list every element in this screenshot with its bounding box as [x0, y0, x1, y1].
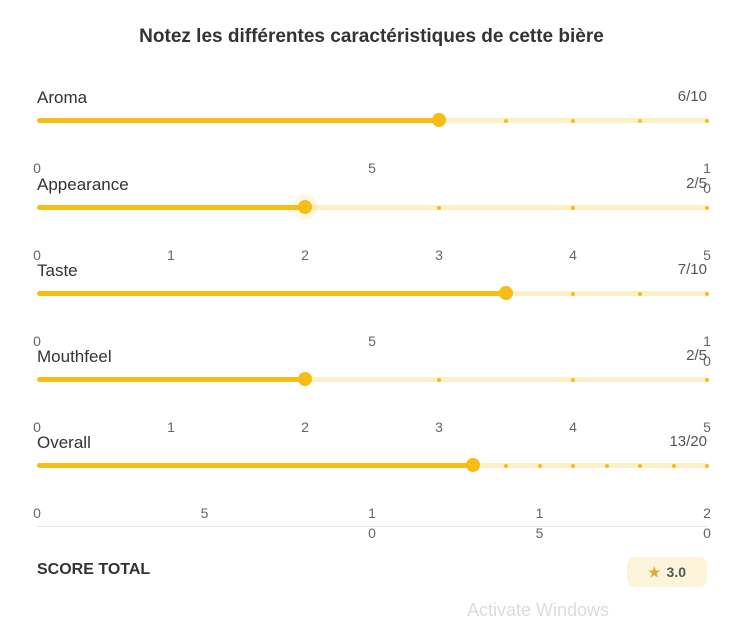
- tick-label: 2: [301, 247, 309, 263]
- slider-value: 13/20: [669, 433, 707, 450]
- score-badge: ★ 3.0: [627, 557, 707, 587]
- step-dot[interactable]: [504, 118, 508, 123]
- tick-label: 3: [435, 419, 443, 435]
- slider-track[interactable]: 0 1 2 3 4 5: [33, 200, 711, 263]
- tick-label: 1: [167, 419, 175, 435]
- slider-label: Mouthfeel: [37, 347, 112, 366]
- slider-label: Aroma: [37, 88, 88, 107]
- slider-track[interactable]: 0 5 10: [33, 286, 711, 369]
- step-dot[interactable]: [638, 463, 642, 468]
- tick-label: 20: [703, 505, 711, 541]
- tick-label: 5: [703, 247, 711, 263]
- slider-fill: [37, 463, 473, 468]
- step-dot[interactable]: [571, 291, 575, 296]
- step-dot[interactable]: [638, 291, 642, 296]
- step-dot[interactable]: [705, 377, 709, 382]
- tick-label: 10: [703, 333, 711, 369]
- tick-label: 1: [167, 247, 175, 263]
- tick-label: 3: [435, 247, 443, 263]
- step-dot[interactable]: [537, 463, 542, 468]
- tick-label: 5: [368, 160, 376, 176]
- step-dot[interactable]: [705, 463, 709, 468]
- page-title: Notez les différentes caractéristiques d…: [139, 26, 604, 47]
- slider-appearance: Appearance 2/5 0 1 2 3 4 5: [0, 175, 735, 267]
- tick-label: 4: [569, 247, 577, 263]
- step-dot[interactable]: [571, 118, 575, 123]
- slider-value: 2/5: [686, 347, 707, 364]
- tick-label: 10: [368, 505, 376, 541]
- step-dot[interactable]: [571, 205, 575, 210]
- divider: [37, 526, 707, 527]
- tick-label: 0: [33, 419, 41, 435]
- score-total-label: SCORE TOTAL: [37, 561, 151, 578]
- tick-label: 10: [703, 160, 711, 196]
- step-dot[interactable]: [571, 377, 575, 382]
- slider-value: 2/5: [686, 175, 707, 192]
- slider-thumb[interactable]: [465, 458, 480, 472]
- step-dot[interactable]: [604, 463, 609, 468]
- step-dot[interactable]: [437, 205, 441, 210]
- slider-fill: [37, 118, 439, 123]
- activate-windows-watermark: Activate Windows: [467, 600, 610, 620]
- slider-fill: [37, 205, 305, 210]
- step-dot[interactable]: [671, 463, 676, 468]
- step-dot[interactable]: [437, 377, 441, 382]
- slider-label: Overall: [37, 433, 91, 452]
- slider-fill: [37, 291, 506, 296]
- slider-value: 7/10: [677, 261, 707, 278]
- slider-label: Appearance: [37, 175, 129, 194]
- slider-track[interactable]: 0 5 10: [33, 113, 711, 196]
- step-dot[interactable]: [705, 291, 709, 296]
- slider-value: 6/10: [677, 88, 707, 105]
- step-dot[interactable]: [638, 118, 642, 123]
- slider-track[interactable]: 0 5 10 15 20: [33, 458, 711, 541]
- tick-label: 0: [33, 333, 41, 349]
- slider-taste: Taste 7/10 0 5 10: [0, 261, 735, 369]
- slider-mouthfeel: Mouthfeel 2/5 0 1 2 3 4 5: [0, 347, 735, 439]
- star-icon: ★: [647, 563, 661, 580]
- tick-label: 0: [33, 505, 41, 521]
- slider-thumb[interactable]: [298, 200, 312, 214]
- tick-label: 5: [368, 333, 376, 349]
- step-dot[interactable]: [705, 205, 709, 210]
- slider-thumb[interactable]: [499, 286, 513, 300]
- slider-aroma: Aroma 6/10 0 5 10: [0, 88, 735, 196]
- tick-label: 5: [200, 505, 209, 521]
- step-dot[interactable]: [504, 463, 508, 468]
- tick-label: 2: [301, 419, 309, 435]
- slider-label: Taste: [37, 261, 78, 280]
- tick-label: 5: [703, 419, 711, 435]
- slider-thumb[interactable]: [298, 372, 312, 386]
- step-dot[interactable]: [705, 118, 709, 123]
- slider-thumb[interactable]: [432, 113, 446, 127]
- tick-label: 0: [33, 160, 41, 176]
- slider-fill: [37, 377, 305, 382]
- slider-overall: Overall 13/20 0 5 10 15 20: [0, 433, 735, 541]
- tick-label: 15: [535, 505, 544, 541]
- tick-label: 0: [33, 247, 41, 263]
- score-value: 3.0: [666, 564, 687, 580]
- step-dot[interactable]: [571, 463, 575, 468]
- slider-track[interactable]: 0 1 2 3 4 5: [33, 372, 711, 435]
- tick-label: 4: [569, 419, 577, 435]
